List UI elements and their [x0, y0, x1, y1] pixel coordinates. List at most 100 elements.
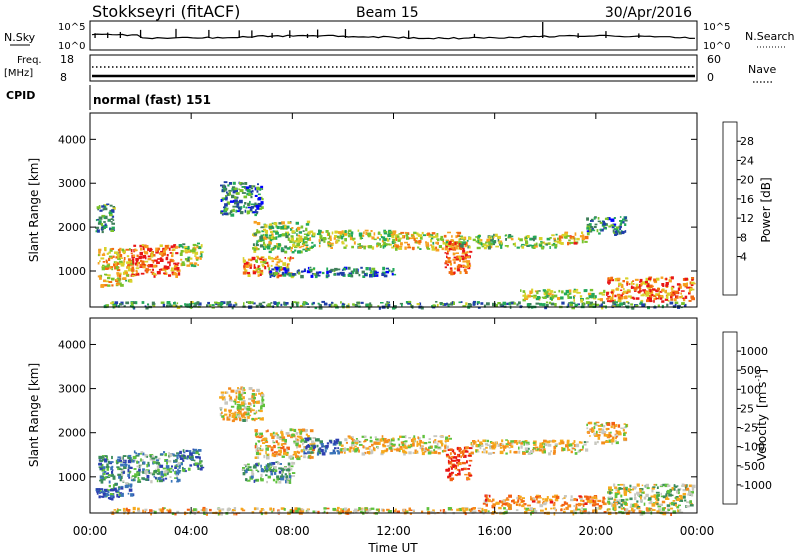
scatter-cell — [525, 441, 530, 445]
scatter-cell — [648, 497, 652, 500]
scatter-cell — [554, 498, 559, 502]
scatter-cell — [522, 452, 526, 455]
scatter-cell — [154, 468, 157, 471]
scatter-cell — [613, 217, 616, 219]
scatter-cell — [459, 235, 463, 238]
scatter-cell — [608, 486, 612, 490]
scatter-cell — [220, 184, 223, 187]
scatter-cell — [480, 302, 484, 305]
scatter-cell — [276, 225, 280, 230]
scatter-cell — [270, 264, 273, 267]
scatter-cell — [653, 281, 658, 284]
scatter-cell — [508, 504, 512, 508]
scatter-cell — [649, 279, 652, 282]
scatter-cell — [466, 476, 470, 480]
scatter-cell — [192, 448, 195, 451]
scatter-cell — [249, 264, 253, 267]
scatter-cell — [267, 303, 272, 305]
scatter-cell — [235, 512, 238, 516]
scatter-cell — [532, 246, 536, 249]
scatter-cell — [287, 462, 291, 466]
scatter-cell — [674, 497, 677, 499]
scatter-cell — [618, 303, 621, 308]
scatter-cell — [446, 302, 448, 306]
scatter-cell — [669, 276, 672, 279]
scatter-cell — [360, 266, 363, 269]
scatter-cell — [99, 277, 102, 280]
scatter-cell — [103, 226, 106, 229]
scatter-cell — [343, 230, 345, 234]
scatter-cell — [107, 497, 112, 500]
scatter-cell — [612, 293, 614, 297]
scatter-cell — [118, 254, 122, 257]
scatter-cell — [646, 487, 650, 490]
scatter-cell — [605, 440, 609, 443]
scatter-cell — [521, 243, 525, 246]
scatter-cell — [448, 435, 451, 438]
scatter-cell — [429, 234, 434, 236]
freq-tick-top: 18 — [60, 53, 74, 66]
scatter-cell — [393, 448, 397, 451]
scatter-cell — [239, 211, 244, 215]
scatter-cell — [234, 402, 237, 405]
scatter-cell — [101, 230, 104, 234]
scatter-cell — [463, 256, 467, 260]
scatter-cell — [595, 497, 598, 500]
scatter-cell — [600, 424, 603, 427]
scatter-cell — [170, 480, 173, 483]
scatter-cell — [371, 246, 375, 250]
scatter-cell — [371, 443, 374, 447]
scatter-cell — [257, 239, 260, 242]
scatter-cell — [684, 283, 688, 287]
scatter-cell — [449, 267, 453, 270]
scatter-cell — [282, 262, 287, 266]
scatter-cell — [448, 245, 452, 248]
scatter-cell — [414, 452, 417, 454]
scatter-cell — [554, 243, 558, 248]
scatter-cell — [295, 442, 299, 447]
scatter-cell — [594, 435, 597, 437]
scatter-cell — [598, 431, 601, 433]
scatter-cell — [358, 274, 361, 277]
scatter-cell — [244, 209, 247, 213]
scatter-cell — [458, 246, 461, 250]
scatter-cell — [275, 461, 279, 463]
scatter-cell — [221, 210, 225, 212]
scatter-cell — [582, 503, 585, 507]
scatter-cell — [303, 244, 306, 247]
scatter-cell — [266, 304, 271, 308]
scatter-cell — [620, 220, 624, 224]
scatter-cell — [97, 254, 100, 257]
scatter-cell — [281, 473, 283, 477]
scatter-cell — [664, 298, 669, 301]
scatter-cell — [419, 302, 422, 306]
scatter-cell — [221, 394, 224, 397]
scatter-cell — [248, 466, 252, 469]
scatter-cell — [103, 284, 108, 287]
scatter-cell — [112, 219, 115, 221]
scatter-cell — [499, 450, 504, 455]
scatter-cell — [483, 246, 487, 250]
scatter-cell — [234, 202, 237, 205]
scatter-cell — [223, 185, 227, 189]
scatter-cell — [332, 451, 336, 455]
scatter-cell — [308, 455, 311, 459]
scatter-cell — [249, 208, 253, 211]
scatter-cell — [539, 504, 544, 508]
scatter-cell — [421, 451, 425, 456]
scatter-cell — [138, 479, 141, 482]
scatter-cell — [546, 288, 551, 292]
scatter-cell — [95, 219, 98, 222]
scatter-cell — [449, 247, 453, 251]
scatter-cell — [495, 441, 498, 444]
scatter-cell — [267, 453, 270, 456]
scatter-cell — [656, 486, 659, 489]
scatter-cell — [368, 451, 371, 455]
scatter-cell — [458, 241, 462, 245]
scatter-cell — [346, 512, 350, 515]
scatter-cell — [195, 256, 200, 260]
scatter-cell — [105, 259, 108, 262]
scatter-cell — [567, 295, 570, 299]
scatter-cell — [107, 474, 111, 476]
scatter-cell — [257, 183, 259, 186]
